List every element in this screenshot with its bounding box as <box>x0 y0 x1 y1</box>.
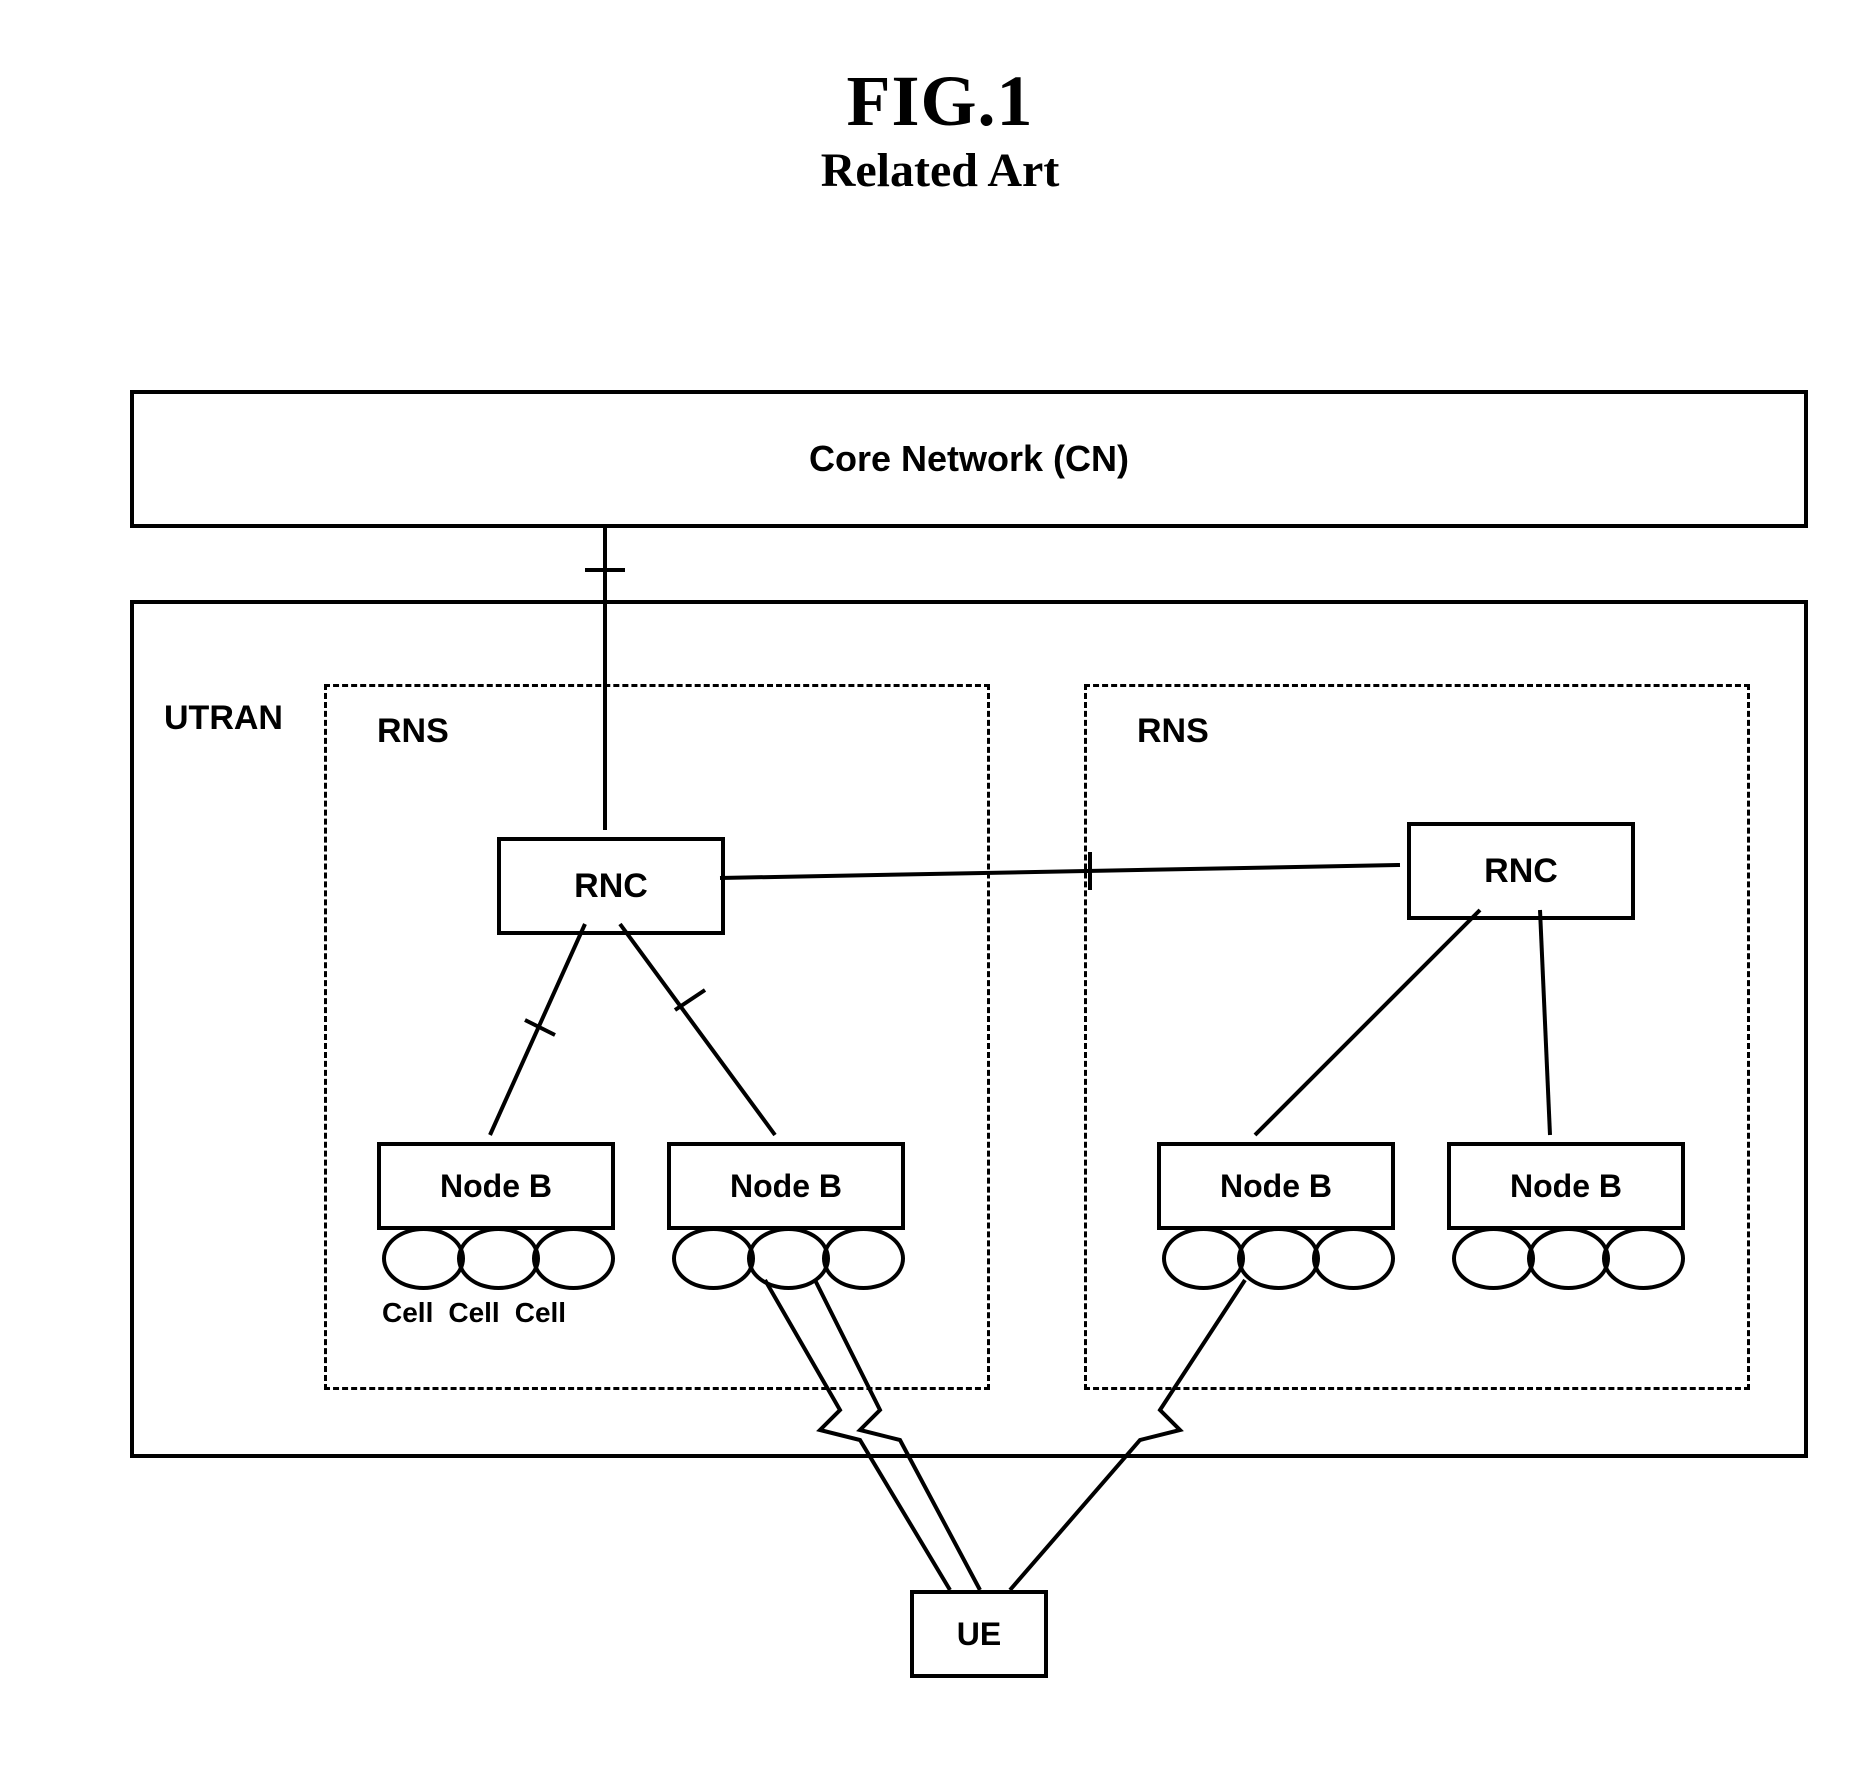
nodeb-label-1: Node B <box>440 1168 552 1205</box>
nodeb-box-2: Node B <box>667 1142 905 1230</box>
utran-label: UTRAN <box>164 699 283 738</box>
nodeb-label-4: Node B <box>1510 1168 1622 1205</box>
cell-icon <box>1602 1227 1685 1290</box>
cell-labels: Cell Cell Cell <box>382 1297 566 1329</box>
nodeb-box-4: Node B <box>1447 1142 1685 1230</box>
cell-icon <box>672 1227 755 1290</box>
cell-icon <box>457 1227 540 1290</box>
rns-box-2: RNS RNC Node B Node B <box>1084 684 1750 1390</box>
utran-box: UTRAN RNS RNC Node B Node B <box>130 600 1808 1458</box>
cell-label: Cell <box>448 1297 499 1329</box>
cell-icon <box>747 1227 830 1290</box>
diagram-container: FIG.1 Related Art Core Network (CN) UTRA… <box>40 40 1840 1740</box>
cell-label: Cell <box>515 1297 566 1329</box>
nodeb-box-1: Node B <box>377 1142 615 1230</box>
cell-icon <box>1527 1227 1610 1290</box>
cell-icon <box>1162 1227 1245 1290</box>
nodeb-label-2: Node B <box>730 1168 842 1205</box>
rns-label-2: RNS <box>1137 712 1209 751</box>
rnc-box-1: RNC <box>497 837 725 935</box>
ue-label: UE <box>957 1616 1001 1653</box>
nodeb-label-3: Node B <box>1220 1168 1332 1205</box>
rns-label-1: RNS <box>377 712 449 751</box>
core-network-label: Core Network (CN) <box>809 438 1129 480</box>
figure-subtitle: Related Art <box>40 143 1840 198</box>
rnc-label-1: RNC <box>574 867 648 906</box>
rnc-box-2: RNC <box>1407 822 1635 920</box>
cell-icon <box>1452 1227 1535 1290</box>
cells-group-1 <box>382 1227 615 1290</box>
title-block: FIG.1 Related Art <box>40 60 1840 198</box>
core-network-box: Core Network (CN) <box>130 390 1808 528</box>
cell-icon <box>1237 1227 1320 1290</box>
ue-box: UE <box>910 1590 1048 1678</box>
cell-label: Cell <box>382 1297 433 1329</box>
cell-icon <box>822 1227 905 1290</box>
cells-group-3 <box>1162 1227 1395 1290</box>
cell-icon <box>1312 1227 1395 1290</box>
cell-icon <box>532 1227 615 1290</box>
cell-icon <box>382 1227 465 1290</box>
nodeb-box-3: Node B <box>1157 1142 1395 1230</box>
cells-group-2 <box>672 1227 905 1290</box>
cells-group-4 <box>1452 1227 1685 1290</box>
rns-box-1: RNS RNC Node B Node B Cell Ce <box>324 684 990 1390</box>
figure-title: FIG.1 <box>40 60 1840 143</box>
rnc-label-2: RNC <box>1484 852 1558 891</box>
